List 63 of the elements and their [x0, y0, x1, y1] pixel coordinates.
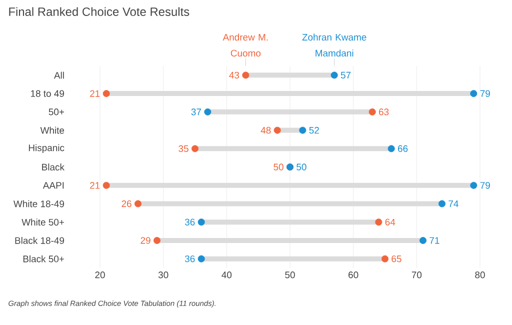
point [330, 72, 338, 79]
data-label: 64 [385, 218, 396, 226]
data-label: 26 [122, 200, 132, 208]
y-tick-label: Black 18-49 [15, 236, 64, 244]
data-label: 29 [140, 237, 150, 244]
point [375, 218, 382, 226]
text: Zohran Kwame Mamdani [302, 34, 366, 57]
y-tick-label: White [40, 126, 64, 134]
y-tick-label: White 18-49 [13, 200, 64, 208]
text: Andrew M. Cuomo [222, 34, 268, 57]
data-label: 57 [340, 72, 351, 78]
point [274, 126, 281, 134]
point [470, 182, 478, 189]
y-tick-label: AAPI [42, 182, 64, 189]
point [198, 218, 205, 226]
point [388, 145, 395, 152]
data-label: 71 [430, 237, 440, 244]
data-label: 21 [90, 90, 100, 97]
y-tick-label: 50+ [48, 108, 64, 116]
chart-title: Final Ranked Choice Vote Results [9, 7, 190, 16]
x-tick-label: 30 [158, 272, 168, 278]
y-tick-label: White 50+ [22, 218, 64, 226]
x-tick-label: 40 [222, 272, 232, 278]
data-label: 74 [448, 200, 458, 207]
data-label: 65 [392, 255, 402, 262]
y-tick-label: All [54, 72, 64, 79]
data-label: 66 [398, 145, 408, 152]
data-label: 43 [229, 72, 240, 79]
data-label: 50 [274, 164, 284, 170]
y-tick-label: Black [42, 164, 64, 170]
point [204, 108, 212, 116]
data-label: 52 [309, 126, 319, 134]
point [420, 236, 426, 244]
data-label: 79 [480, 90, 490, 97]
point [134, 200, 142, 208]
x-tick-label: 70 [412, 272, 422, 278]
y-tick-label: 18 to 49 [30, 90, 64, 97]
x-tick-label: 20 [95, 272, 105, 278]
point [242, 72, 250, 79]
point [368, 108, 376, 116]
y-tick-label: Hispanic [28, 144, 64, 154]
point [102, 182, 110, 189]
point [438, 200, 446, 208]
point [299, 126, 306, 134]
point [192, 145, 198, 152]
data-label: 36 [184, 218, 195, 226]
data-label: 48 [260, 126, 271, 134]
y-tick-label: Black 50+ [23, 255, 64, 262]
x-tick-label: 50 [285, 272, 295, 278]
point [382, 255, 388, 262]
data-label: 35 [178, 145, 188, 152]
point [154, 236, 160, 244]
data-label: 79 [480, 182, 490, 189]
x-tick-label: 80 [475, 272, 485, 278]
data-label: 36 [184, 255, 195, 262]
point [102, 90, 110, 98]
data-label: 37 [191, 108, 201, 116]
point [198, 255, 205, 262]
data-label: 21 [90, 182, 100, 189]
data-label: 50 [296, 164, 306, 170]
data-label: 63 [379, 108, 389, 116]
x-tick-label: 60 [348, 272, 358, 278]
point [470, 90, 478, 98]
